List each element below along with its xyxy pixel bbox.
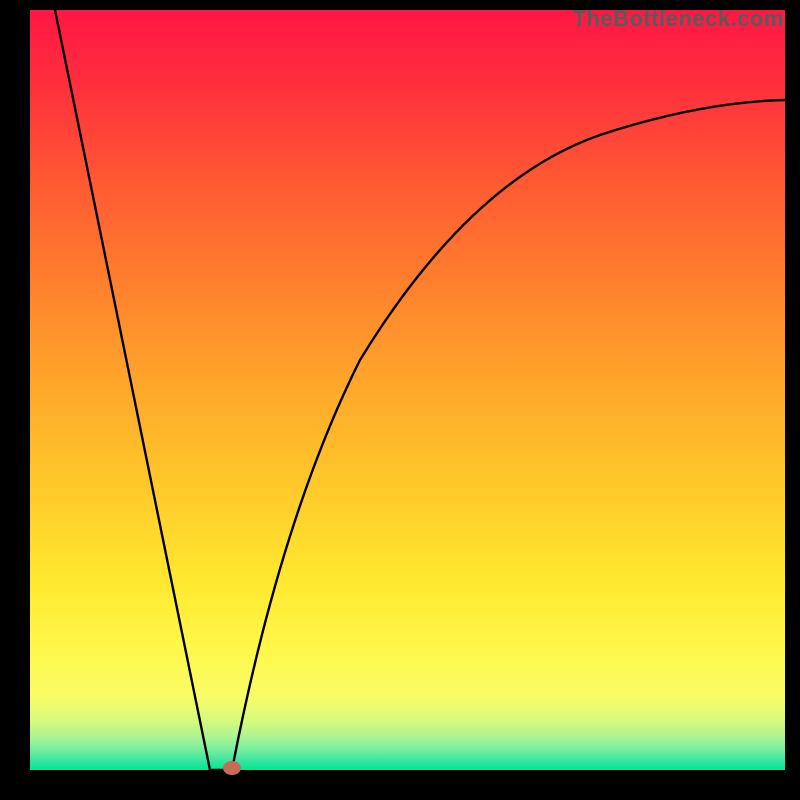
chart-stage: TheBottleneck.com (0, 0, 800, 800)
watermark-text: TheBottleneck.com (573, 6, 784, 32)
vertex-dot (223, 761, 241, 775)
gradient-plot-area (30, 10, 785, 770)
